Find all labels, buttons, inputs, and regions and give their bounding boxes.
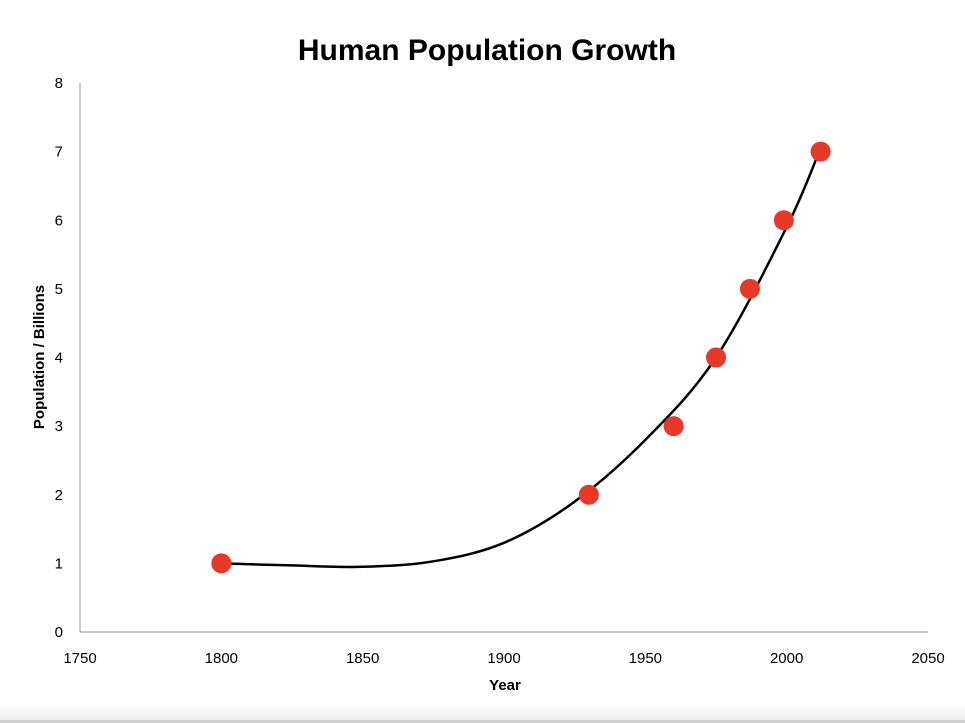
y-tick-label: 5 xyxy=(55,281,63,298)
data-point xyxy=(810,141,831,162)
x-tick-label: 1950 xyxy=(629,650,662,667)
data-point xyxy=(706,347,726,368)
y-tick-label: 8 xyxy=(55,75,63,92)
data-point xyxy=(739,278,760,299)
chart-title: Human Population Growth xyxy=(298,34,676,67)
data-point xyxy=(663,416,684,437)
data-point xyxy=(773,210,794,231)
data-point xyxy=(578,484,599,505)
window-bottom-edge xyxy=(0,702,965,723)
y-tick-label: 7 xyxy=(55,144,63,161)
y-tick-label: 1 xyxy=(55,555,63,572)
trendline xyxy=(221,147,822,569)
x-tick-labels: 1750 1800 1850 1900 1950 2000 2050 xyxy=(63,650,944,667)
x-tick-label: 1750 xyxy=(63,650,96,667)
x-tick-label: 1850 xyxy=(346,650,379,667)
x-tick-label: 2050 xyxy=(911,650,944,667)
y-tick-label: 2 xyxy=(55,487,63,504)
data-points xyxy=(211,141,831,574)
x-axis-label: Year xyxy=(489,677,521,694)
y-tick-label: 4 xyxy=(55,350,63,367)
y-tick-label: 0 xyxy=(55,624,63,641)
data-point xyxy=(211,553,232,574)
x-tick-label: 1800 xyxy=(205,650,238,667)
y-tick-label: 6 xyxy=(55,212,63,229)
y-axis-label: Population / Billions xyxy=(31,285,48,429)
x-tick-label: 2000 xyxy=(770,650,803,667)
y-tick-labels: 0 1 2 3 4 5 6 7 8 xyxy=(55,75,63,641)
x-tick-label: 1900 xyxy=(487,650,520,667)
y-tick-label: 3 xyxy=(55,418,63,435)
